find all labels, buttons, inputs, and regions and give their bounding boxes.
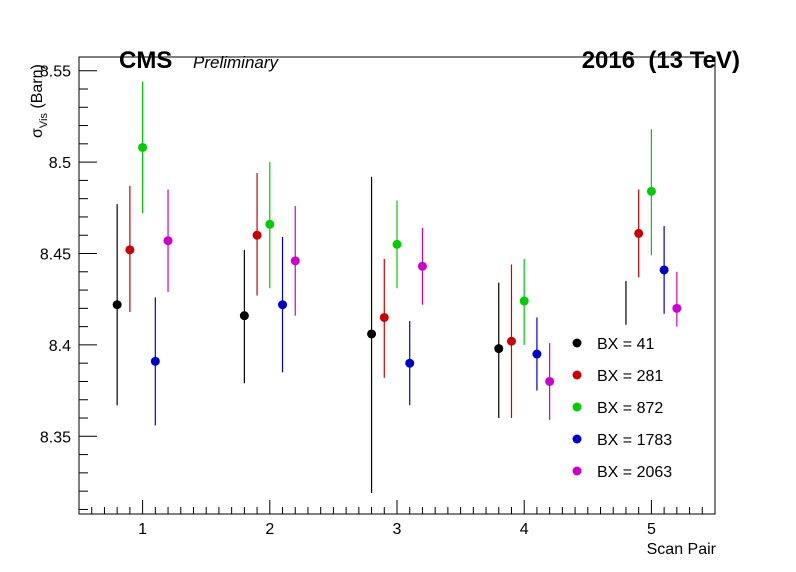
data-point	[634, 228, 644, 238]
y-tick-label: 8.35	[40, 429, 71, 446]
x-axis-title: Scan Pair	[647, 541, 717, 558]
y-tick-label: 8.4	[49, 338, 71, 355]
energy-label: 2016 (13 TeV)	[582, 47, 740, 74]
data-point	[125, 245, 135, 255]
x-tick-label: 3	[393, 521, 402, 538]
data-point	[659, 265, 669, 275]
x-tick-label: 1	[138, 521, 147, 538]
y-tick-label: 8.5	[49, 155, 71, 172]
legend-label: BX = 281	[597, 368, 663, 385]
data-point	[417, 261, 427, 271]
y-axis-title-main: σ	[29, 128, 46, 138]
legend-marker	[572, 370, 582, 380]
legend-marker	[572, 466, 582, 476]
legend-marker	[572, 434, 582, 444]
legend: BX = 41 BX = 281 BX = 872 BX = 1783 BX = 206…	[572, 336, 672, 481]
data-point	[278, 300, 288, 310]
data-point	[290, 256, 300, 266]
legend-label: BX = 1783	[597, 432, 672, 449]
data-point	[494, 344, 504, 354]
y-tick-label: 8.45	[40, 247, 71, 264]
y-axis-title-sub: Vis	[38, 113, 50, 129]
legend-label: BX = 872	[597, 400, 663, 417]
data-point	[672, 303, 682, 313]
cms-label: CMS	[119, 47, 172, 74]
preliminary-label: Preliminary	[193, 53, 280, 72]
y-tick-label: 8.55	[40, 64, 71, 81]
legend-label: BX = 2063	[597, 464, 672, 481]
data-point	[506, 336, 516, 346]
data-point	[545, 376, 555, 386]
data-point	[112, 300, 122, 310]
x-tick-label: 4	[520, 521, 529, 538]
x-tick-label: 2	[265, 521, 274, 538]
data-point	[519, 296, 529, 306]
data-point	[367, 329, 377, 339]
data-point	[163, 236, 173, 246]
data-point	[138, 142, 148, 152]
data-point	[265, 219, 275, 229]
axes-layer: 8.35 8.4 8.45 8.5 8.55 1 2 3 4 5	[40, 64, 703, 538]
data-point	[252, 230, 262, 240]
data-point	[405, 358, 415, 368]
y-axis-title: σVis (Barn)	[29, 64, 50, 138]
data-point	[379, 312, 389, 322]
data-point	[392, 239, 402, 249]
data-point	[646, 186, 656, 196]
data-layer	[112, 81, 682, 493]
legend-marker	[572, 338, 582, 348]
data-point	[239, 311, 249, 321]
y-axis-title-unit: (Barn)	[29, 64, 46, 113]
data-point	[532, 349, 542, 359]
legend-marker	[572, 402, 582, 412]
data-point	[150, 356, 160, 366]
legend-label: BX = 41	[597, 336, 654, 353]
x-tick-label: 5	[647, 521, 656, 538]
